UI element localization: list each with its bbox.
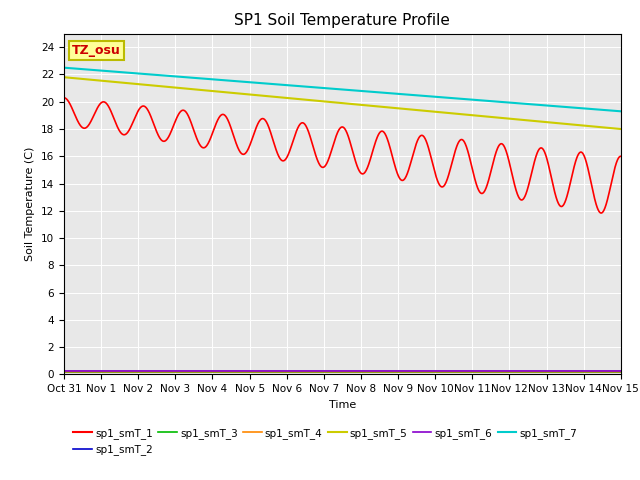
sp1_smT_3 bbox=[124, 369, 131, 375]
sp1_smT_1 bbox=[124, 130, 131, 135]
sp1_smT_1 bbox=[157, 136, 164, 142]
sp1_smT_1 bbox=[298, 120, 305, 126]
sp1_smT_5 bbox=[617, 126, 625, 132]
sp1_smT_4 bbox=[606, 369, 614, 374]
sp1_smT_6 bbox=[606, 368, 614, 374]
sp1_smT_2 bbox=[298, 369, 305, 374]
sp1_smT_5 bbox=[298, 96, 305, 102]
sp1_smT_6 bbox=[298, 368, 305, 374]
sp1_smT_2 bbox=[60, 369, 68, 374]
sp1_smT_5 bbox=[274, 94, 282, 100]
sp1_smT_7 bbox=[60, 65, 68, 71]
sp1_smT_7 bbox=[124, 70, 131, 75]
sp1_smT_1 bbox=[546, 168, 554, 174]
sp1_smT_4 bbox=[546, 369, 554, 374]
sp1_smT_4 bbox=[157, 369, 164, 374]
sp1_smT_6 bbox=[546, 368, 554, 374]
sp1_smT_6 bbox=[157, 368, 164, 374]
sp1_smT_4 bbox=[298, 369, 305, 374]
sp1_smT_6 bbox=[124, 368, 131, 374]
sp1_smT_1 bbox=[617, 154, 625, 159]
sp1_smT_3 bbox=[298, 369, 305, 375]
Legend: sp1_smT_1, sp1_smT_2, sp1_smT_3, sp1_smT_4, sp1_smT_5, sp1_smT_6, sp1_smT_7: sp1_smT_1, sp1_smT_2, sp1_smT_3, sp1_smT… bbox=[69, 424, 581, 459]
Text: TZ_osu: TZ_osu bbox=[72, 44, 121, 57]
sp1_smT_6 bbox=[274, 368, 282, 374]
sp1_smT_5 bbox=[124, 80, 131, 86]
sp1_smT_4 bbox=[124, 369, 131, 374]
sp1_smT_1 bbox=[606, 186, 614, 192]
sp1_smT_2 bbox=[124, 369, 131, 374]
sp1_smT_7 bbox=[157, 72, 164, 78]
sp1_smT_2 bbox=[157, 369, 164, 374]
sp1_smT_3 bbox=[546, 369, 554, 375]
sp1_smT_6 bbox=[60, 368, 68, 374]
sp1_smT_3 bbox=[157, 369, 164, 375]
sp1_smT_7 bbox=[606, 108, 614, 113]
X-axis label: Time: Time bbox=[329, 400, 356, 409]
sp1_smT_4 bbox=[60, 369, 68, 374]
sp1_smT_3 bbox=[60, 369, 68, 375]
sp1_smT_4 bbox=[617, 369, 625, 374]
Y-axis label: Soil Temperature (C): Soil Temperature (C) bbox=[26, 147, 35, 261]
sp1_smT_3 bbox=[606, 369, 614, 375]
sp1_smT_5 bbox=[606, 125, 614, 131]
sp1_smT_5 bbox=[546, 120, 554, 125]
sp1_smT_5 bbox=[157, 84, 164, 89]
Line: sp1_smT_5: sp1_smT_5 bbox=[64, 77, 621, 129]
Line: sp1_smT_7: sp1_smT_7 bbox=[64, 68, 621, 111]
sp1_smT_1 bbox=[274, 151, 282, 156]
sp1_smT_3 bbox=[617, 369, 625, 375]
sp1_smT_2 bbox=[606, 369, 614, 374]
Title: SP1 Soil Temperature Profile: SP1 Soil Temperature Profile bbox=[234, 13, 451, 28]
sp1_smT_2 bbox=[274, 369, 282, 374]
sp1_smT_4 bbox=[274, 369, 282, 374]
sp1_smT_1 bbox=[597, 210, 605, 216]
sp1_smT_7 bbox=[617, 108, 625, 114]
sp1_smT_7 bbox=[546, 103, 554, 108]
sp1_smT_2 bbox=[546, 369, 554, 374]
sp1_smT_3 bbox=[274, 369, 282, 375]
sp1_smT_2 bbox=[617, 369, 625, 374]
sp1_smT_7 bbox=[298, 84, 305, 89]
sp1_smT_5 bbox=[60, 74, 68, 80]
sp1_smT_1 bbox=[60, 95, 68, 100]
Line: sp1_smT_1: sp1_smT_1 bbox=[64, 97, 621, 213]
sp1_smT_7 bbox=[274, 82, 282, 87]
sp1_smT_6 bbox=[617, 368, 625, 374]
